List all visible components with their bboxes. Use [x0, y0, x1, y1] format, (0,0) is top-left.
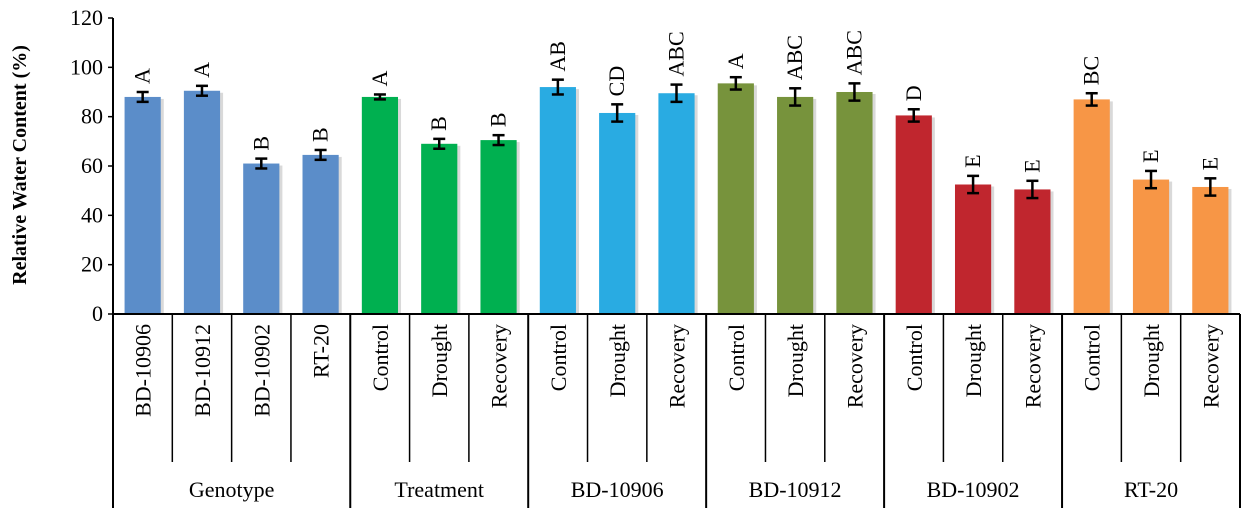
group-label: RT-20 — [1124, 477, 1178, 502]
significance-letter: CD — [604, 66, 629, 97]
x-axis: BD-10906 BD-10912 BD-10902 RT-20 Genotype Con… — [112, 313, 1241, 508]
bar — [183, 90, 221, 315]
bar — [777, 96, 814, 314]
category-label: BD-10902 — [249, 324, 274, 417]
bar — [361, 96, 399, 314]
category-label: BD-10912 — [190, 324, 215, 417]
y-tick-label: 80 — [81, 104, 103, 129]
category-label: Drought — [961, 324, 986, 397]
bar — [1192, 186, 1229, 314]
group-label: BD-10912 — [749, 477, 842, 502]
significance-letter: A — [367, 70, 392, 86]
significance-letter: B — [486, 112, 511, 127]
significance-letter: E — [960, 154, 985, 167]
bar — [599, 112, 636, 314]
bar — [658, 93, 695, 314]
bar — [1132, 179, 1170, 314]
group-label: Genotype — [189, 477, 275, 502]
significance-letter: A — [723, 53, 748, 69]
bar — [243, 163, 280, 314]
category-label: Drought — [427, 324, 452, 397]
significance-letter: B — [426, 116, 451, 131]
y-axis-title: Relative Water Content (%) — [9, 45, 31, 285]
bar — [302, 154, 339, 314]
category-label: BD-10906 — [131, 324, 156, 417]
bar — [124, 96, 161, 314]
category-label: Control — [1080, 324, 1105, 391]
group-label: BD-10902 — [927, 477, 1020, 502]
bar — [836, 92, 873, 314]
significance-letter: E — [1019, 159, 1044, 172]
significance-letter: ABC — [841, 30, 866, 75]
category-label: Control — [902, 324, 927, 391]
significance-letter: E — [1197, 157, 1222, 170]
significance-letter: ABC — [782, 35, 807, 80]
bar — [1014, 189, 1051, 314]
bar — [539, 87, 576, 314]
category-label: Drought — [1139, 324, 1164, 397]
category-label: Recovery — [487, 324, 512, 408]
significance-letter: BC — [1079, 56, 1104, 85]
y-tick-label: 100 — [70, 54, 103, 79]
bar — [421, 143, 458, 314]
category-label: Control — [546, 324, 571, 391]
y-tick-label: 60 — [81, 153, 103, 178]
category-label: Drought — [605, 324, 630, 397]
category-label: Control — [724, 324, 749, 391]
category-label: RT-20 — [309, 324, 334, 378]
significance-letter: A — [130, 68, 155, 84]
category-label: Control — [368, 324, 393, 391]
category-label: Recovery — [1198, 324, 1223, 408]
y-tick-label: 20 — [81, 252, 103, 277]
significance-letter: B — [308, 127, 333, 142]
category-label: Recovery — [665, 324, 690, 408]
bar — [954, 184, 992, 314]
significance-letter: ABC — [664, 31, 689, 76]
significance-letter: D — [901, 85, 926, 101]
y-tick-label: 40 — [81, 202, 103, 227]
y-tick-label: 120 — [70, 5, 103, 30]
group-label: BD-10906 — [571, 477, 664, 502]
bar — [717, 83, 754, 314]
group-label: Treatment — [394, 477, 484, 502]
category-label: Drought — [783, 324, 808, 397]
significance-letter: AB — [545, 41, 570, 72]
y-axis: 0 20 40 60 80 100 120 — [70, 5, 114, 326]
bar — [1073, 99, 1110, 315]
significance-letter: B — [248, 136, 273, 151]
significance-letter: E — [1138, 149, 1163, 162]
y-tick-label: 0 — [92, 301, 103, 326]
bar — [895, 115, 932, 314]
significance-letter: A — [189, 62, 214, 78]
category-label: Recovery — [842, 324, 867, 408]
category-label: Recovery — [1020, 324, 1045, 408]
bar — [480, 140, 517, 314]
